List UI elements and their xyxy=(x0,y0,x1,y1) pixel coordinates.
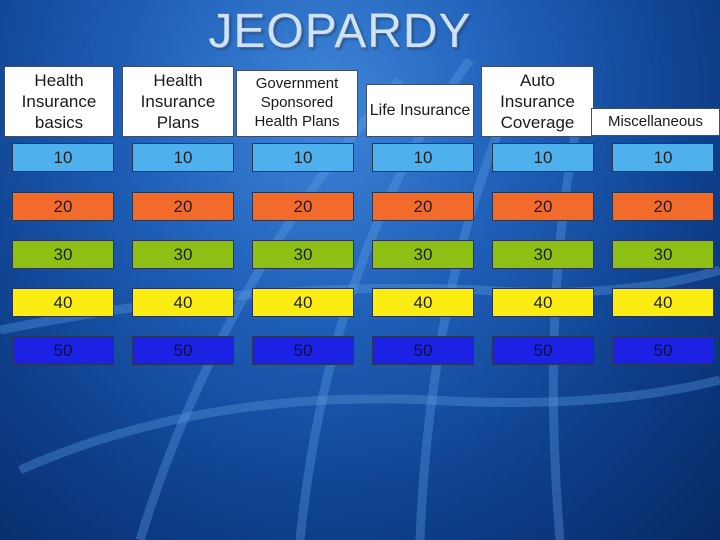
category-health-insurance-basics: Health Insurance basics xyxy=(4,66,114,137)
tile-health-insurance-plans-20[interactable]: 20 xyxy=(132,192,234,221)
category-life-insurance: Life Insurance xyxy=(366,84,474,137)
tile-life-insurance-10[interactable]: 10 xyxy=(372,143,474,172)
game-title: JEOPARDY xyxy=(208,5,472,58)
category-label: Health Insurance basics xyxy=(21,70,97,133)
tile-health-insurance-plans-40[interactable]: 40 xyxy=(132,288,234,317)
tile-government-sponsored-30[interactable]: 30 xyxy=(252,240,354,269)
tile-government-sponsored-40[interactable]: 40 xyxy=(252,288,354,317)
tile-life-insurance-40[interactable]: 40 xyxy=(372,288,474,317)
tile-health-insurance-plans-30[interactable]: 30 xyxy=(132,240,234,269)
tile-health-insurance-basics-10[interactable]: 10 xyxy=(12,143,114,172)
tile-miscellaneous-10[interactable]: 10 xyxy=(612,143,714,172)
category-label: Miscellaneous xyxy=(607,112,704,130)
category-label: Auto Insurance Coverage xyxy=(500,70,575,133)
tile-auto-insurance-50[interactable]: 50 xyxy=(492,336,594,365)
tile-health-insurance-plans-50[interactable]: 50 xyxy=(132,336,234,365)
category-label: Life Insurance xyxy=(369,101,471,119)
tile-miscellaneous-40[interactable]: 40 xyxy=(612,288,714,317)
category-label: Government Sponsored Health Plans xyxy=(254,75,340,130)
category-miscellaneous: Miscellaneous xyxy=(591,108,720,136)
tile-life-insurance-20[interactable]: 20 xyxy=(372,192,474,221)
tile-government-sponsored-20[interactable]: 20 xyxy=(252,192,354,221)
tile-government-sponsored-10[interactable]: 10 xyxy=(252,143,354,172)
tile-auto-insurance-30[interactable]: 30 xyxy=(492,240,594,269)
tile-auto-insurance-10[interactable]: 10 xyxy=(492,143,594,172)
tile-health-insurance-plans-10[interactable]: 10 xyxy=(132,143,234,172)
tile-miscellaneous-20[interactable]: 20 xyxy=(612,192,714,221)
tile-health-insurance-basics-50[interactable]: 50 xyxy=(12,336,114,365)
tile-health-insurance-basics-20[interactable]: 20 xyxy=(12,192,114,221)
tile-miscellaneous-30[interactable]: 30 xyxy=(612,240,714,269)
category-label: Health Insurance Plans xyxy=(140,70,216,133)
tile-life-insurance-50[interactable]: 50 xyxy=(372,336,474,365)
category-health-insurance-plans: Health Insurance Plans xyxy=(122,66,234,137)
tile-health-insurance-basics-40[interactable]: 40 xyxy=(12,288,114,317)
category-government-sponsored-health-plans: Government Sponsored Health Plans xyxy=(236,70,358,137)
tile-auto-insurance-20[interactable]: 20 xyxy=(492,192,594,221)
tile-health-insurance-basics-30[interactable]: 30 xyxy=(12,240,114,269)
tile-auto-insurance-40[interactable]: 40 xyxy=(492,288,594,317)
tile-life-insurance-30[interactable]: 30 xyxy=(372,240,474,269)
category-auto-insurance-coverage: Auto Insurance Coverage xyxy=(481,66,594,137)
tile-government-sponsored-50[interactable]: 50 xyxy=(252,336,354,365)
tile-miscellaneous-50[interactable]: 50 xyxy=(612,336,714,365)
